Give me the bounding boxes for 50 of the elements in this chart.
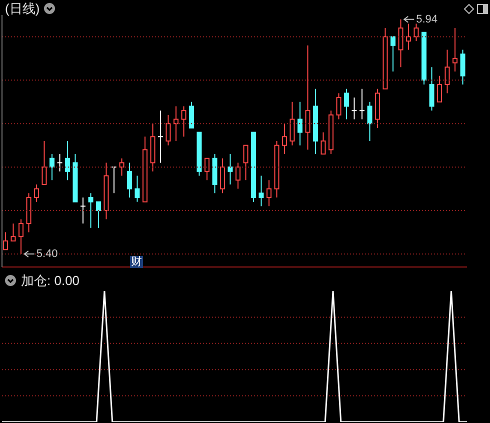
candlestick xyxy=(18,218,24,254)
candlestick xyxy=(406,23,411,50)
candlestick xyxy=(204,158,210,181)
candlestick xyxy=(452,28,458,72)
candlestick xyxy=(320,132,326,155)
candlestick xyxy=(258,175,264,207)
candlestick xyxy=(344,88,349,120)
candlestick xyxy=(56,154,63,172)
candlestick xyxy=(158,110,164,164)
candlestick xyxy=(460,49,466,86)
chart-title: (日线) xyxy=(5,1,40,16)
candlestick xyxy=(166,114,171,146)
candlestick xyxy=(266,180,272,207)
candlestick xyxy=(336,92,342,120)
candlestick xyxy=(50,154,54,181)
candlestick xyxy=(134,175,140,202)
candlestick xyxy=(282,123,287,155)
candlestick xyxy=(298,101,302,146)
candlestick xyxy=(34,184,39,202)
annotation: 财 xyxy=(130,256,143,268)
candlestick xyxy=(359,88,365,120)
candlestick xyxy=(65,140,70,181)
candlestick xyxy=(127,162,132,198)
candlestick xyxy=(88,192,94,228)
annotation: 5.40 xyxy=(36,248,58,260)
annotation: 5.94 xyxy=(416,13,438,26)
candlestick xyxy=(429,66,434,112)
candlestick xyxy=(181,106,186,138)
candlestick xyxy=(444,49,450,94)
chart-title: 加仓: 0.00 xyxy=(21,273,80,288)
candlestick xyxy=(220,158,225,194)
candlestick xyxy=(236,162,240,190)
candlestick xyxy=(10,223,16,242)
candlestick xyxy=(228,154,233,185)
candlestick xyxy=(437,75,442,102)
candlestick xyxy=(96,201,101,228)
candlestick xyxy=(305,44,310,150)
candlestick xyxy=(3,232,8,250)
candlestick xyxy=(390,36,396,72)
candlestick xyxy=(189,101,194,128)
candlestick xyxy=(351,97,358,120)
candlestick xyxy=(414,23,419,42)
candlestick xyxy=(367,101,372,142)
candlestick xyxy=(398,18,404,68)
candlestick xyxy=(80,196,86,224)
candlestick xyxy=(243,144,248,181)
candlestick xyxy=(119,158,124,176)
candlestick xyxy=(290,101,295,146)
candlestick xyxy=(42,140,47,185)
candlestick xyxy=(174,106,178,142)
